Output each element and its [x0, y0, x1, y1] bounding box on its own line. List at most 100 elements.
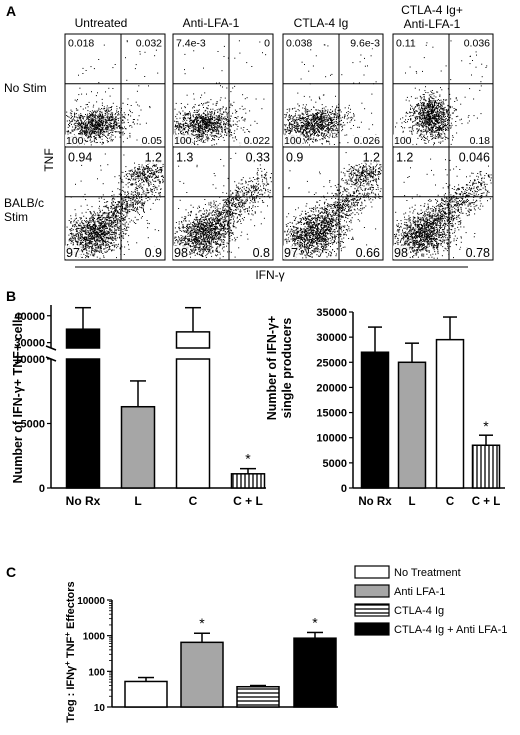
event-dot: [85, 246, 87, 248]
event-dot: [320, 115, 322, 117]
event-dot: [418, 89, 420, 91]
event-dot: [86, 140, 88, 142]
event-dot: [435, 100, 436, 102]
event-dot: [440, 120, 442, 122]
event-dot: [217, 119, 218, 121]
event-dot: [435, 116, 437, 118]
event-dot: [97, 235, 98, 237]
event-dot: [204, 114, 206, 116]
event-dot: [429, 115, 431, 117]
event-dot: [109, 125, 111, 127]
event-dot: [85, 118, 87, 120]
event-dot: [115, 221, 117, 223]
event-dot: [429, 101, 431, 103]
event-dot: [303, 134, 305, 135]
event-dot: [85, 123, 87, 125]
event-dot: [204, 124, 206, 125]
event-dot: [234, 117, 236, 118]
event-dot: [217, 129, 219, 131]
event-dot: [206, 121, 208, 123]
event-dot: [192, 124, 194, 126]
event-dot: [330, 119, 331, 120]
event-dot: [193, 116, 194, 118]
event-dot: [431, 112, 433, 114]
event-dot: [216, 136, 218, 138]
event-dot: [88, 233, 90, 235]
event-dot: [413, 111, 415, 113]
sparse-dot: [234, 57, 236, 59]
event-dot: [85, 134, 86, 136]
event-dot: [114, 231, 116, 233]
event-dot: [221, 131, 223, 133]
event-dot: [423, 110, 425, 112]
event-dot: [85, 257, 87, 259]
event-dot: [76, 235, 77, 237]
event-dot: [112, 236, 114, 238]
event-dot: [429, 117, 430, 119]
event-dot: [304, 135, 306, 137]
event-dot: [427, 122, 429, 124]
event-dot: [89, 111, 91, 112]
event-dot: [87, 133, 89, 135]
event-dot: [289, 124, 291, 126]
event-dot: [175, 121, 177, 122]
event-dot: [220, 97, 222, 99]
event-dot: [322, 115, 324, 117]
event-dot: [321, 114, 323, 116]
event-dot: [335, 125, 337, 127]
event-dot: [103, 228, 105, 230]
event-dot: [119, 136, 121, 138]
event-dot: [308, 121, 310, 123]
event-dot: [429, 104, 431, 105]
event-dot: [109, 248, 111, 250]
event-dot: [423, 96, 425, 98]
event-dot: [105, 122, 107, 124]
event-dot: [94, 133, 95, 134]
event-dot: [104, 125, 105, 127]
event-dot: [307, 142, 309, 144]
event-dot: [127, 241, 129, 243]
event-dot: [107, 133, 109, 135]
event-dot: [87, 137, 89, 139]
event-dot: [431, 90, 433, 91]
event-dot: [194, 131, 196, 133]
sparse-dot: [242, 94, 244, 96]
event-dot: [100, 126, 102, 128]
event-dot: [92, 236, 94, 237]
sparse-dot: [301, 61, 303, 63]
event-dot: [111, 106, 113, 107]
event-dot: [90, 235, 91, 237]
event-dot: [429, 122, 431, 124]
event-dot: [105, 129, 107, 131]
event-dot: [186, 131, 188, 132]
event-dot: [443, 113, 445, 115]
event-dot: [324, 119, 326, 121]
event-dot: [350, 108, 351, 110]
event-dot: [205, 136, 207, 138]
event-dot: [249, 131, 251, 133]
event-dot: [415, 115, 417, 117]
event-dot: [91, 115, 93, 117]
event-dot: [213, 128, 215, 129]
event-dot: [71, 110, 73, 112]
event-dot: [307, 109, 309, 111]
event-dot: [227, 128, 229, 130]
event-dot: [219, 120, 221, 122]
event-dot: [77, 236, 79, 238]
event-dot: [79, 131, 81, 132]
event-dot: [298, 125, 300, 127]
event-dot: [422, 121, 424, 123]
event-dot: [319, 123, 321, 125]
event-dot: [76, 129, 78, 131]
event-dot: [442, 103, 444, 105]
sparse-dot: [485, 67, 487, 68]
sparse-dot: [370, 55, 372, 57]
event-dot: [214, 117, 216, 118]
event-dot: [426, 104, 428, 105]
event-dot: [295, 122, 297, 124]
event-dot: [322, 111, 324, 113]
event-dot: [299, 116, 301, 117]
event-dot: [432, 108, 433, 110]
event-dot: [89, 121, 91, 123]
event-dot: [291, 123, 293, 125]
